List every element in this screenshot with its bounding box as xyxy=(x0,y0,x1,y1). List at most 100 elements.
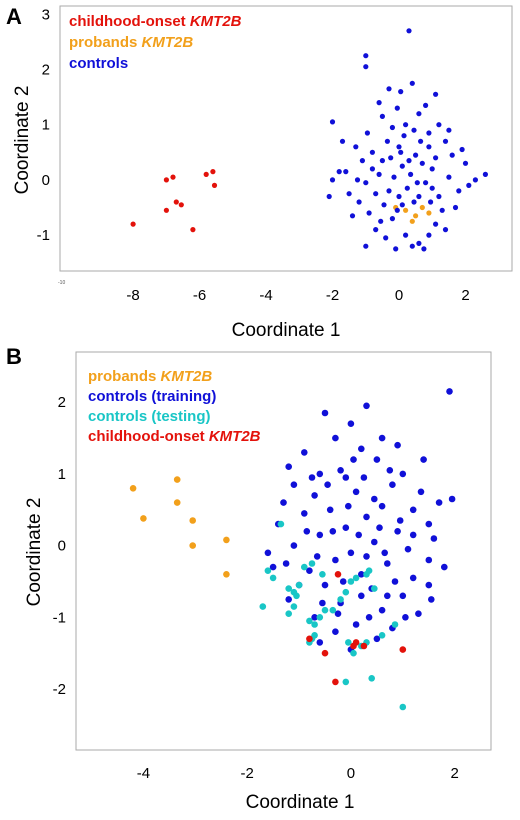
panel-a-x-tick-labels: -8 -6 -4 -2 0 2 xyxy=(126,287,469,304)
data-point xyxy=(371,538,378,546)
data-point xyxy=(417,488,425,496)
data-point xyxy=(306,617,313,625)
data-point xyxy=(482,171,488,177)
data-point xyxy=(353,144,359,150)
data-point xyxy=(403,207,409,213)
data-point xyxy=(384,138,390,144)
data-point xyxy=(282,560,290,567)
data-point xyxy=(416,111,422,117)
data-point xyxy=(321,409,329,417)
data-point xyxy=(381,549,389,557)
data-point xyxy=(329,606,337,614)
data-point xyxy=(409,243,415,249)
data-point xyxy=(285,463,293,471)
data-point xyxy=(373,191,379,197)
data-point xyxy=(386,188,392,194)
data-point xyxy=(378,218,384,224)
legend-gene: KMT2B xyxy=(190,13,242,30)
panel-a-legend-controls: controls xyxy=(69,55,128,72)
data-point xyxy=(408,171,414,177)
data-point xyxy=(388,155,394,161)
data-point xyxy=(365,614,373,621)
data-point xyxy=(308,560,316,567)
data-point xyxy=(406,158,412,164)
data-point xyxy=(358,445,365,453)
data-point xyxy=(210,169,216,175)
data-point xyxy=(347,578,355,585)
data-point xyxy=(428,199,434,205)
x-tick-label: 0 xyxy=(347,765,355,782)
data-point xyxy=(423,180,429,186)
data-point xyxy=(334,610,342,617)
data-point xyxy=(277,520,285,528)
data-point xyxy=(402,614,409,621)
data-point xyxy=(399,646,407,653)
data-point xyxy=(411,199,417,205)
legend-name: probands xyxy=(88,368,156,385)
data-point xyxy=(365,567,373,574)
panel-a-legend: childhood-onset KMT2B probands KMT2B con… xyxy=(69,13,242,72)
data-point xyxy=(413,152,419,158)
data-point xyxy=(356,199,362,205)
data-point xyxy=(173,476,181,483)
x-tick-label: 2 xyxy=(451,765,459,782)
panel-b-legend: probands KMT2B controls (training) contr… xyxy=(88,368,261,445)
data-point xyxy=(326,506,334,514)
data-point xyxy=(355,531,363,539)
panel-a-legend-probands: probands KMT2B xyxy=(69,34,193,51)
data-point xyxy=(448,495,456,503)
data-point xyxy=(389,124,395,131)
data-point xyxy=(352,488,360,496)
data-point xyxy=(379,113,385,119)
data-point xyxy=(301,449,308,456)
data-point xyxy=(280,499,287,506)
data-point xyxy=(378,632,386,639)
data-point xyxy=(295,581,303,589)
data-point xyxy=(433,155,439,161)
data-point xyxy=(345,502,352,510)
data-point xyxy=(403,122,409,128)
data-point xyxy=(343,169,349,175)
data-point xyxy=(350,649,357,657)
data-point xyxy=(442,138,449,144)
data-point xyxy=(376,100,382,106)
data-point xyxy=(363,53,369,59)
data-point xyxy=(391,621,399,628)
data-point xyxy=(441,563,448,571)
data-point xyxy=(173,199,179,205)
data-point xyxy=(472,177,478,183)
data-point xyxy=(409,531,417,539)
data-point xyxy=(349,213,356,219)
data-point xyxy=(311,632,318,639)
x-tick-label: 2 xyxy=(461,287,469,304)
data-point xyxy=(425,556,433,564)
data-point xyxy=(332,628,339,635)
data-point xyxy=(203,171,209,177)
data-point xyxy=(403,232,409,238)
data-point xyxy=(316,639,324,646)
data-point xyxy=(466,182,472,188)
data-point xyxy=(337,467,344,474)
data-point xyxy=(303,528,311,535)
panel-a-x-axis-title: Coordinate 1 xyxy=(232,320,341,341)
data-point xyxy=(285,610,293,617)
data-point xyxy=(337,596,344,603)
panel-b-y-axis-title: Coordinate 2 xyxy=(24,498,45,607)
data-point xyxy=(319,599,326,607)
data-point xyxy=(398,89,404,95)
data-point xyxy=(358,571,365,578)
data-point xyxy=(435,499,443,506)
data-point xyxy=(399,592,407,600)
panel-b-y-tick-labels: -2 -1 0 1 2 xyxy=(53,394,66,698)
data-point xyxy=(293,592,300,600)
data-point xyxy=(426,144,432,150)
data-point xyxy=(378,502,386,510)
y-tick-label: 0 xyxy=(42,172,50,189)
data-point xyxy=(376,171,382,177)
data-point xyxy=(429,166,435,172)
data-point xyxy=(386,467,394,474)
data-point xyxy=(342,474,350,481)
data-point xyxy=(347,420,355,428)
data-point xyxy=(409,574,417,582)
